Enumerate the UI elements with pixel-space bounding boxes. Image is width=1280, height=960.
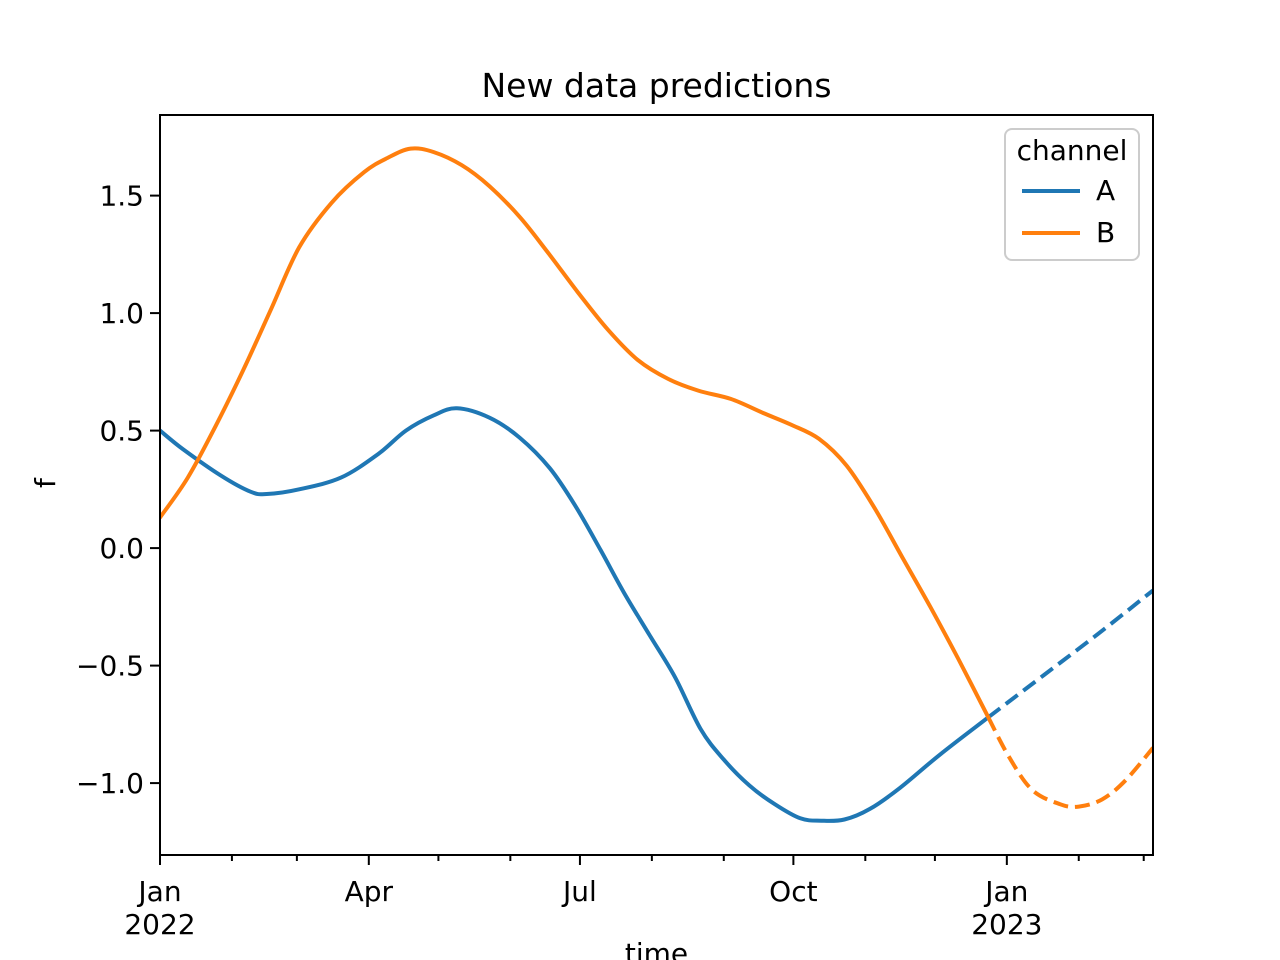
series-path-B-observed <box>160 146 991 720</box>
y-tick-label: −0.5 <box>76 650 144 683</box>
legend-label-a: A <box>1096 174 1116 207</box>
x-tick-year-label: 2022 <box>124 908 195 941</box>
x-tick-label: Jul <box>561 875 597 908</box>
series-path-A-forecast <box>987 588 1153 719</box>
chart-title: New data predictions <box>481 66 832 105</box>
x-tick-label: Jan <box>983 875 1028 908</box>
series-path-A-observed <box>160 406 991 823</box>
y-tick-label: −1.0 <box>76 767 144 800</box>
y-tick-label: 0.0 <box>99 532 144 565</box>
legend: channel A B <box>1004 128 1140 261</box>
y-tick-label: 1.0 <box>99 297 144 330</box>
y-tick-label: 0.5 <box>99 415 144 448</box>
y-axis-label: f <box>29 478 62 488</box>
legend-line-b-icon <box>1022 231 1080 235</box>
series-path-B-forecast <box>986 716 1153 809</box>
plot-frame <box>159 114 1154 856</box>
x-axis-label: time <box>624 937 689 960</box>
legend-entry-a: A <box>1006 170 1138 212</box>
x-tick-label: Apr <box>345 875 394 908</box>
x-tick-year-label: 2023 <box>971 908 1042 941</box>
legend-label-b: B <box>1096 216 1116 249</box>
x-tick-label: Jan <box>136 875 181 908</box>
x-tick-label: Oct <box>769 875 817 908</box>
legend-title: channel <box>1016 134 1128 167</box>
legend-line-a-icon <box>1022 189 1080 193</box>
y-tick-label: 1.5 <box>99 180 144 213</box>
legend-entry-b: B <box>1006 212 1138 254</box>
